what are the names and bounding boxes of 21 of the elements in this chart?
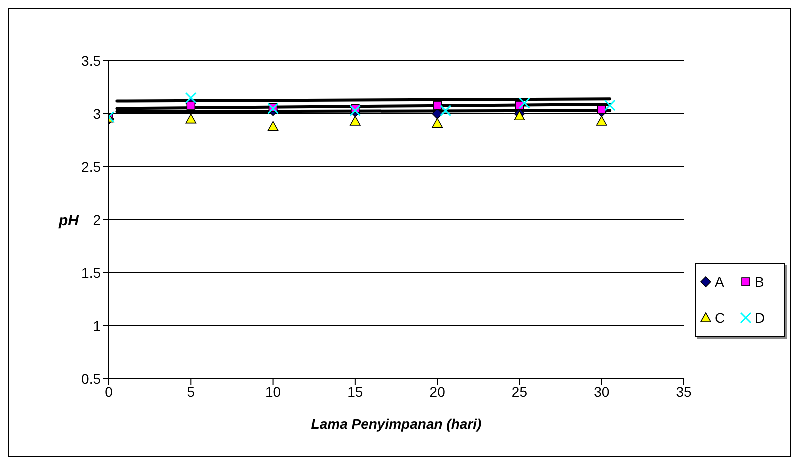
- y-tick-label: 3: [93, 106, 102, 122]
- legend-label: C: [715, 310, 726, 326]
- y-tick-label: 0.5: [82, 370, 102, 387]
- x-tick-label: 25: [512, 384, 528, 400]
- x-axis-title: Lama Penyimpanan (hari): [311, 416, 482, 432]
- legend-label: B: [755, 274, 764, 290]
- x-tick-label: 20: [430, 384, 446, 400]
- x-tick-label: 15: [348, 384, 364, 400]
- y-tick-label: 2.5: [82, 158, 102, 175]
- x-tick-label: 10: [265, 384, 282, 400]
- legend-label: D: [755, 310, 766, 326]
- y-tick-label: 3.5: [82, 52, 102, 69]
- y-tick-label: 2: [93, 212, 102, 228]
- y-tick-label: 1: [93, 318, 102, 334]
- legend-label: A: [715, 274, 724, 290]
- y-axis-title: pH: [58, 212, 80, 230]
- y-tick-label: 1.5: [82, 264, 102, 281]
- x-tick-label: 35: [676, 384, 692, 400]
- x-tick-label: 5: [187, 384, 196, 400]
- x-tick-label: 30: [594, 384, 610, 400]
- x-tick-label: 0: [105, 384, 114, 400]
